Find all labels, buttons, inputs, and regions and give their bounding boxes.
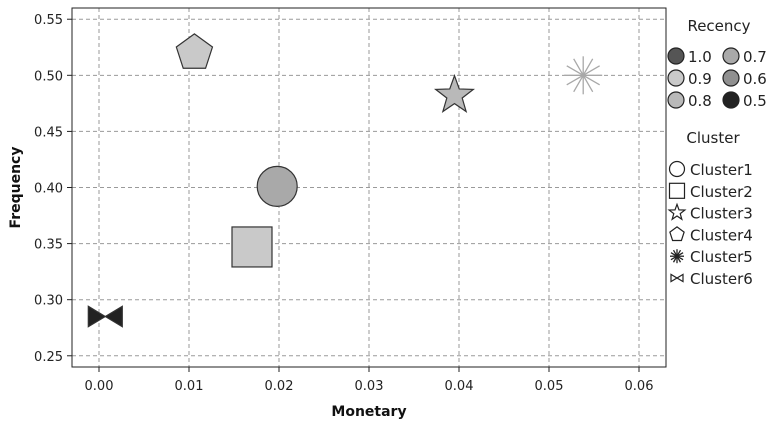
legend-label-cluster6: Cluster6 — [690, 270, 753, 288]
legend-label-cluster5: Cluster5 — [690, 248, 753, 266]
data-point-cluster3 — [433, 73, 476, 113]
cluster-legend-title: Cluster — [686, 129, 740, 147]
recency-legend-title: Recency — [687, 17, 750, 35]
x-axis-title: Monetary — [331, 404, 406, 420]
cluster-legend-items: Cluster1 Cluster2 Cluster3 Cluster4 Cluster5… — [667, 160, 753, 288]
data-point-cluster6 — [87, 305, 123, 328]
data-point-cluster1 — [256, 165, 298, 207]
legend-label-cluster2: Cluster2 — [690, 183, 753, 201]
x-tick-label: 0.03 — [355, 379, 384, 394]
legend-marker-cluster2 — [668, 182, 686, 199]
legend-label-cluster3: Cluster3 — [690, 205, 753, 223]
legend-marker-cluster1 — [668, 160, 686, 178]
asterisk-stroke — [670, 252, 684, 261]
x-tick-label: 0.06 — [625, 379, 654, 394]
legend: Recency 1.0 0.7 0.9 0.6 0.8 0.5 Cluster Clust… — [667, 17, 767, 288]
data-point-cluster5 — [564, 56, 603, 95]
y-tick-label: 0.40 — [34, 182, 63, 197]
x-tick-label: 0.05 — [535, 379, 564, 394]
recency-swatch-1.0 — [667, 47, 685, 65]
recency-swatch-0.9 — [667, 69, 685, 87]
y-tick-label: 0.50 — [34, 69, 63, 84]
x-tick-label: 0.02 — [265, 379, 294, 394]
recency-label-0.7: 0.7 — [743, 48, 767, 66]
y-tick-label: 0.55 — [34, 13, 63, 28]
legend-marker-cluster6 — [670, 273, 684, 283]
recency-swatch-0.8 — [667, 91, 685, 109]
y-axis-title: Frequency — [8, 147, 24, 229]
recency-swatch-0.7 — [722, 47, 740, 65]
y-tick-labels: 0.25 0.30 0.35 0.40 0.45 0.50 0.55 — [34, 13, 63, 365]
recency-label-0.9: 0.9 — [688, 70, 712, 88]
recency-label-0.8: 0.8 — [688, 92, 712, 110]
x-tick-label: 0.01 — [175, 379, 204, 394]
x-tick-label: 0.04 — [445, 379, 474, 394]
y-tick-label: 0.45 — [34, 125, 63, 140]
y-tick-label: 0.35 — [34, 238, 63, 253]
legend-marker-cluster3 — [667, 202, 687, 221]
legend-marker-cluster5 — [670, 249, 684, 264]
recency-legend-items: 1.0 0.7 0.9 0.6 0.8 0.5 — [667, 47, 767, 110]
x-tick-labels: 0.00 0.01 0.02 0.03 0.04 0.05 0.06 — [85, 379, 654, 394]
recency-label-0.5: 0.5 — [743, 92, 767, 110]
recency-label-0.6: 0.6 — [743, 70, 767, 88]
axes — [67, 7, 667, 372]
data-point-cluster4 — [175, 33, 214, 69]
recency-label-1.0: 1.0 — [688, 48, 712, 66]
legend-label-cluster4: Cluster4 — [690, 226, 753, 244]
legend-label-cluster1: Cluster1 — [690, 161, 753, 179]
asterisk-stroke — [566, 65, 600, 86]
y-tick-label: 0.25 — [34, 350, 63, 365]
recency-swatch-0.5 — [722, 91, 740, 109]
recency-swatch-0.6 — [722, 69, 740, 87]
data-point-cluster2 — [231, 226, 273, 268]
grid-lines — [72, 8, 666, 367]
x-tick-label: 0.00 — [85, 379, 114, 394]
data-points — [87, 33, 603, 328]
y-tick-label: 0.30 — [34, 294, 63, 309]
legend-marker-cluster4 — [669, 226, 685, 242]
